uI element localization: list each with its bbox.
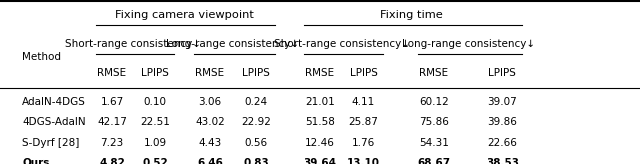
Text: 0.83: 0.83 bbox=[243, 158, 269, 164]
Text: 0.24: 0.24 bbox=[244, 97, 268, 107]
Text: 25.87: 25.87 bbox=[349, 117, 378, 127]
Text: 39.86: 39.86 bbox=[488, 117, 517, 127]
Text: 4.11: 4.11 bbox=[352, 97, 375, 107]
Text: 51.58: 51.58 bbox=[305, 117, 335, 127]
Text: 22.66: 22.66 bbox=[488, 138, 517, 148]
Text: 38.53: 38.53 bbox=[486, 158, 519, 164]
Text: Ours: Ours bbox=[22, 158, 50, 164]
Text: 7.23: 7.23 bbox=[100, 138, 124, 148]
Text: 22.51: 22.51 bbox=[140, 117, 170, 127]
Text: Method: Method bbox=[22, 52, 61, 62]
Text: RMSE: RMSE bbox=[305, 68, 335, 78]
Text: LPIPS: LPIPS bbox=[242, 68, 270, 78]
Text: 75.86: 75.86 bbox=[419, 117, 449, 127]
Text: 4.43: 4.43 bbox=[198, 138, 221, 148]
Text: 12.46: 12.46 bbox=[305, 138, 335, 148]
Text: 1.67: 1.67 bbox=[100, 97, 124, 107]
Text: LPIPS: LPIPS bbox=[488, 68, 516, 78]
Text: LPIPS: LPIPS bbox=[349, 68, 378, 78]
Text: 4.82: 4.82 bbox=[99, 158, 125, 164]
Text: 0.10: 0.10 bbox=[143, 97, 166, 107]
Text: 22.92: 22.92 bbox=[241, 117, 271, 127]
Text: Short-range consistency↓: Short-range consistency↓ bbox=[65, 39, 202, 49]
Text: 54.31: 54.31 bbox=[419, 138, 449, 148]
Text: RMSE: RMSE bbox=[97, 68, 127, 78]
Text: Long-range consistency↓: Long-range consistency↓ bbox=[401, 39, 535, 49]
Text: 0.56: 0.56 bbox=[244, 138, 268, 148]
Text: RMSE: RMSE bbox=[419, 68, 449, 78]
Text: Short-range consistency↓: Short-range consistency↓ bbox=[274, 39, 410, 49]
Text: 21.01: 21.01 bbox=[305, 97, 335, 107]
Text: Fixing camera viewpoint: Fixing camera viewpoint bbox=[115, 10, 253, 20]
Text: 1.09: 1.09 bbox=[143, 138, 166, 148]
Text: 43.02: 43.02 bbox=[195, 117, 225, 127]
Text: Fixing time: Fixing time bbox=[380, 10, 443, 20]
Text: 39.07: 39.07 bbox=[488, 97, 517, 107]
Text: 3.06: 3.06 bbox=[198, 97, 221, 107]
Text: 0.52: 0.52 bbox=[142, 158, 168, 164]
Text: 60.12: 60.12 bbox=[419, 97, 449, 107]
Text: S-Dyrf [28]: S-Dyrf [28] bbox=[22, 138, 80, 148]
Text: Long-range consistency↓: Long-range consistency↓ bbox=[166, 39, 300, 49]
Text: AdaIN-4DGS: AdaIN-4DGS bbox=[22, 97, 86, 107]
Text: 68.67: 68.67 bbox=[417, 158, 451, 164]
Text: LPIPS: LPIPS bbox=[141, 68, 169, 78]
Text: 13.10: 13.10 bbox=[347, 158, 380, 164]
Text: 4DGS-AdaIN: 4DGS-AdaIN bbox=[22, 117, 86, 127]
Text: 1.76: 1.76 bbox=[352, 138, 375, 148]
Text: RMSE: RMSE bbox=[195, 68, 225, 78]
Text: 39.64: 39.64 bbox=[303, 158, 337, 164]
Text: 6.46: 6.46 bbox=[197, 158, 223, 164]
Text: 42.17: 42.17 bbox=[97, 117, 127, 127]
